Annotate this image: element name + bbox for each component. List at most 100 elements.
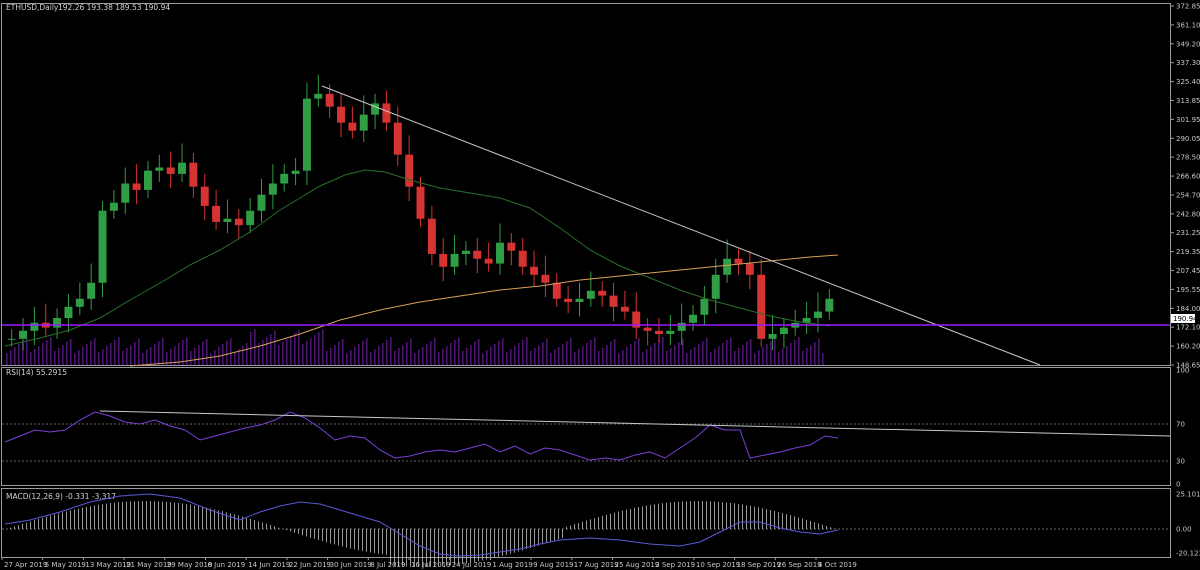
macd-bar	[586, 520, 587, 529]
rsi-tick-label: 70	[1176, 421, 1185, 429]
time-tick-label: 1 Aug 2019	[492, 561, 532, 569]
candle-body	[132, 183, 141, 190]
volume-bar	[146, 350, 148, 365]
macd-bar	[86, 506, 87, 529]
price-tick-label: 337.30	[1176, 59, 1200, 67]
rsi-tick-label: 0	[1176, 481, 1180, 489]
volume-bar	[370, 352, 372, 365]
macd-bar	[806, 519, 807, 529]
macd-bar	[578, 522, 579, 529]
volume-bar	[114, 340, 116, 365]
macd-bar	[590, 519, 591, 529]
macd-bar	[762, 508, 763, 529]
candle-body	[121, 183, 130, 203]
macd-bar	[102, 504, 103, 529]
macd-bar	[66, 511, 67, 529]
macd-bar	[298, 529, 299, 534]
time-tick-label: 6 Jun 2019	[208, 561, 246, 569]
volume-bar	[530, 351, 532, 365]
macd-bar	[774, 511, 775, 529]
main-pane-frame	[1, 3, 1171, 366]
volume-bar	[394, 351, 396, 365]
candle-body	[291, 170, 300, 174]
volume-bar	[646, 349, 648, 365]
volume-bar	[486, 350, 488, 365]
macd-bar	[322, 529, 323, 542]
volume-bar	[518, 343, 520, 365]
volume-bar	[206, 339, 208, 365]
macd-bar	[566, 526, 567, 529]
macd-bar	[830, 527, 831, 529]
macd-bar	[490, 529, 491, 559]
rsi-axis: 100 70 30 0	[1176, 367, 1189, 489]
macd-bar	[254, 520, 255, 529]
macd-bar	[746, 505, 747, 529]
macd-bar	[718, 501, 719, 529]
volume-bar	[474, 342, 476, 365]
time-tick-label: 17 Aug 2019	[574, 561, 619, 569]
macd-bar	[130, 501, 131, 529]
macd-bar	[174, 502, 175, 529]
volume-bar	[366, 338, 368, 365]
macd-bar	[670, 502, 671, 529]
volume-bar	[378, 346, 380, 365]
macd-bar	[278, 527, 279, 529]
volume-bar	[258, 343, 260, 365]
macd-bar	[558, 529, 559, 540]
macd-bar	[606, 514, 607, 529]
macd-bar	[34, 520, 35, 529]
volume-bar	[706, 338, 708, 365]
macd-bar	[442, 529, 443, 567]
macd-bar	[170, 502, 171, 529]
volume-bar	[362, 341, 364, 365]
candle-body	[802, 318, 811, 323]
macd-bar	[550, 529, 551, 542]
macd-bar	[814, 522, 815, 529]
candle-body	[564, 298, 573, 302]
macd-bar	[78, 508, 79, 529]
candle-body	[75, 298, 84, 307]
macd-bar	[142, 501, 143, 529]
macd-axis: 25.101 0.00 -20.123	[1176, 491, 1200, 558]
macd-bar	[30, 521, 31, 529]
candle-body	[496, 242, 504, 264]
macd-bar	[790, 515, 791, 529]
macd-tick-label: -20.123	[1176, 550, 1200, 558]
volume-bar	[782, 349, 784, 365]
volume-bar	[422, 347, 424, 365]
candle-body	[779, 327, 788, 335]
candle-body	[461, 250, 470, 254]
macd-tick-label: 25.101	[1176, 491, 1200, 499]
candle-body	[109, 202, 118, 211]
macd-bar	[458, 529, 459, 565]
macd-bar	[650, 504, 651, 529]
volume-bar	[614, 339, 616, 365]
volume-bar	[446, 346, 448, 365]
volume-bar	[778, 352, 780, 365]
volume-bar	[458, 337, 460, 365]
candle-body	[280, 173, 289, 184]
volume-bar	[34, 349, 36, 365]
volume-bar	[750, 339, 752, 365]
macd-bar	[266, 523, 267, 529]
candle-body	[178, 162, 186, 174]
volume-bar	[758, 350, 760, 365]
macd-bar	[358, 529, 359, 551]
volume-bar	[590, 340, 592, 365]
macd-bar	[178, 503, 179, 529]
volume-bar	[598, 351, 600, 365]
volume-bar	[686, 353, 688, 365]
price-tick-label: 148.65	[1176, 362, 1200, 370]
volume-bar	[482, 353, 484, 365]
volume-bar	[470, 345, 472, 365]
macd-bar	[754, 506, 755, 529]
volume-bar	[418, 350, 420, 365]
volume-bar	[494, 344, 496, 365]
volume-bar	[46, 340, 48, 365]
volume-bar	[154, 344, 156, 365]
macd-bar	[658, 503, 659, 529]
volume-bar	[798, 337, 800, 365]
macd-bar	[126, 501, 127, 529]
